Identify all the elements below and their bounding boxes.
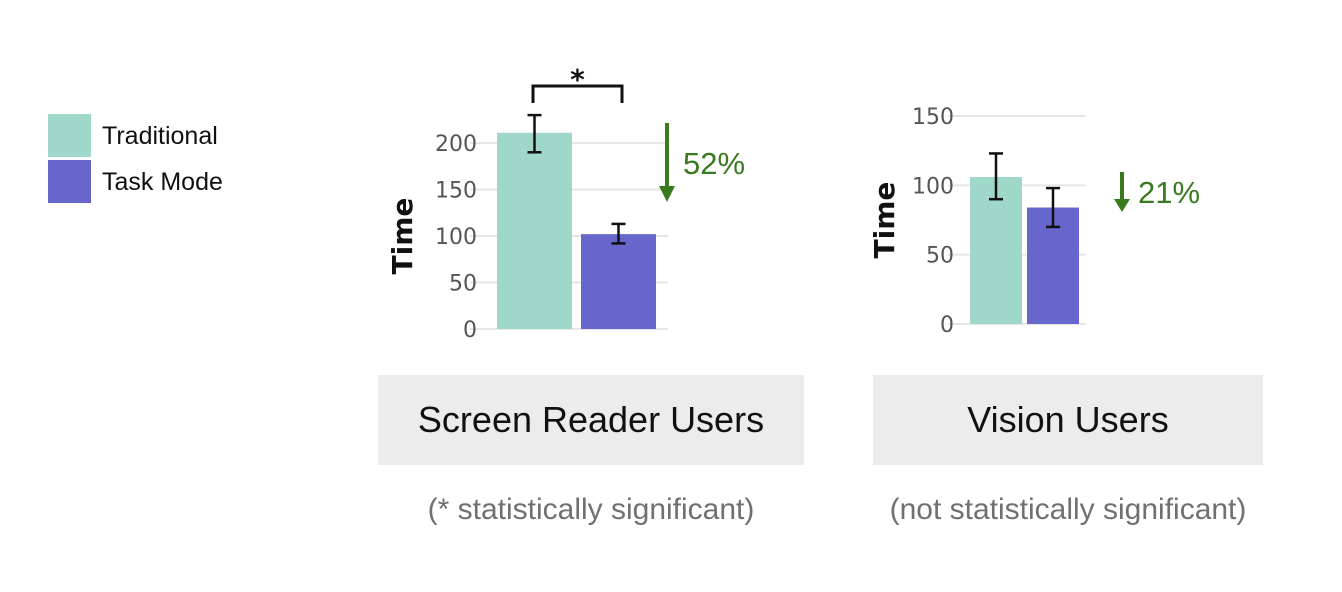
y-tick-label-0: 0 (463, 318, 477, 343)
y-axis-label: Time (386, 198, 419, 275)
change-percent-label: 52% (683, 146, 745, 181)
y-tick-label-50: 50 (926, 244, 954, 269)
y-tick-label-50: 50 (449, 272, 477, 297)
down-arrow-icon (659, 186, 675, 202)
down-arrow-icon (1114, 199, 1130, 212)
legend-label-traditional: Traditional (102, 122, 218, 150)
y-tick-label-150: 150 (912, 105, 954, 130)
chart-1: 0 50 100 150 Time 21% (868, 105, 1200, 338)
group-label-screen-reader-users: Screen Reader Users (378, 375, 804, 465)
y-axis-label: Time (868, 182, 901, 259)
bar-traditional (497, 132, 572, 329)
legend-label-task-mode: Task Mode (102, 168, 223, 196)
y-tick-label-150: 150 (435, 179, 477, 204)
y-tick-label-200: 200 (435, 132, 477, 157)
chart-0: 0 50 100 150 200 Time * 52% (386, 63, 745, 343)
y-tick-label-100: 100 (435, 225, 477, 250)
bar-task-mode (581, 234, 656, 329)
note-not-significant: (not statistically significant) (889, 493, 1247, 526)
y-tick-label-0: 0 (940, 313, 954, 338)
change-percent-label: 21% (1138, 175, 1200, 210)
significance-star: * (570, 63, 585, 96)
note-significant: (* statistically significant) (427, 493, 755, 526)
y-tick-label-100: 100 (912, 174, 954, 199)
significance-bracket (531, 84, 624, 103)
legend-swatch-task-mode (48, 160, 91, 203)
group-label-vision-users: Vision Users (873, 375, 1263, 465)
legend-swatch-traditional (48, 114, 91, 157)
bar-traditional (970, 177, 1022, 324)
